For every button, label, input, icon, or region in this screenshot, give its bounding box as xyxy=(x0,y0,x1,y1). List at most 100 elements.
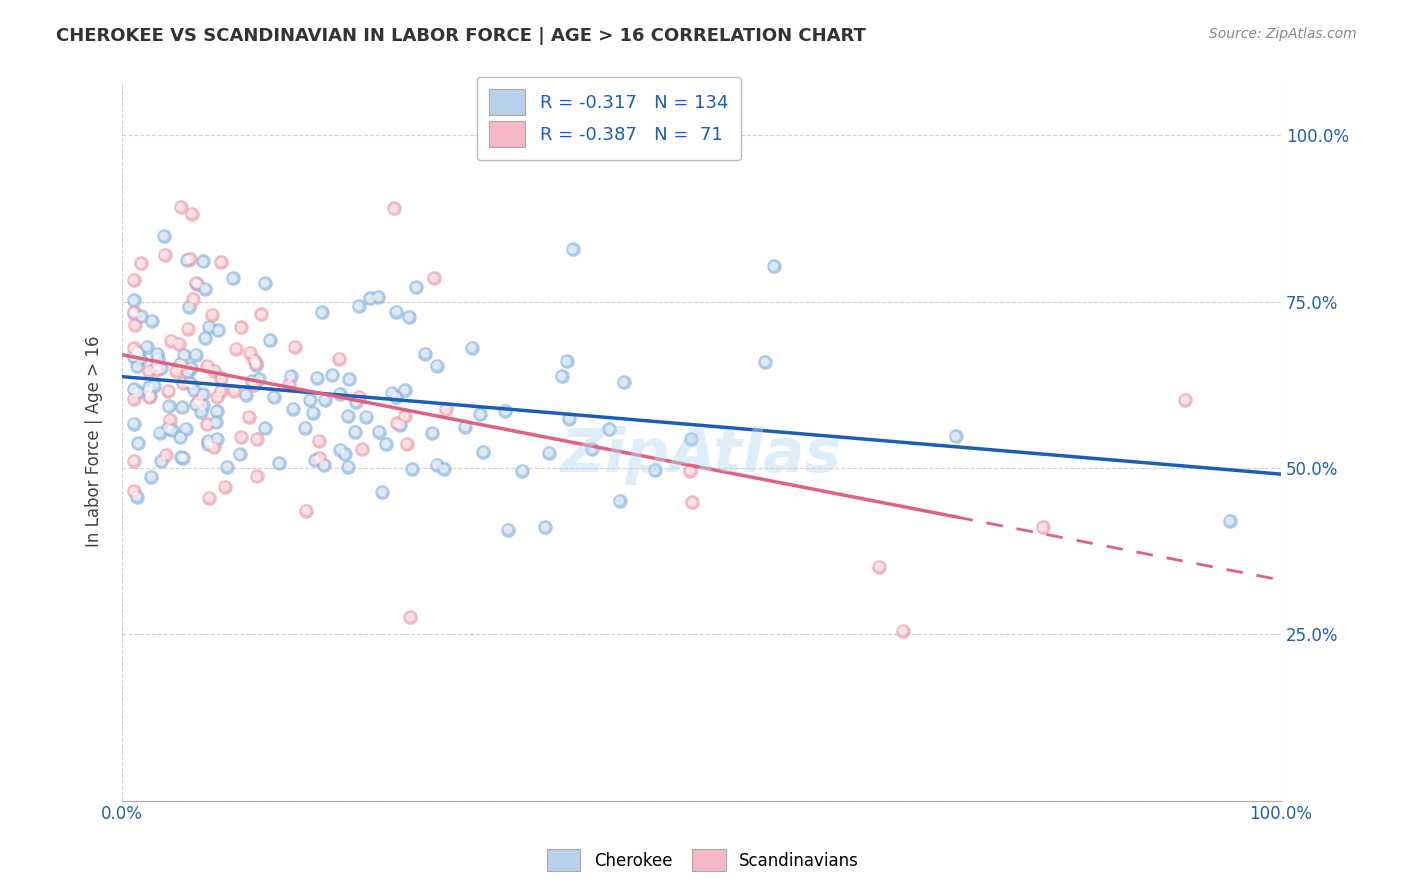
Point xyxy=(246,469,269,483)
Point xyxy=(278,377,301,392)
Point xyxy=(180,207,202,221)
Point xyxy=(454,419,477,434)
Point xyxy=(283,401,305,416)
Point xyxy=(157,400,180,414)
Point xyxy=(231,430,253,444)
Point xyxy=(180,360,202,375)
Point xyxy=(561,243,583,257)
Point xyxy=(294,420,316,434)
Point xyxy=(754,355,776,369)
Point xyxy=(177,300,200,314)
Point xyxy=(644,463,666,477)
Text: ZipAtlas: ZipAtlas xyxy=(561,426,842,485)
Point xyxy=(177,321,200,335)
Point xyxy=(156,421,179,435)
Point xyxy=(177,321,200,335)
Point xyxy=(356,409,378,424)
Point xyxy=(426,359,449,373)
Point xyxy=(186,277,208,291)
Point xyxy=(239,345,262,359)
Point xyxy=(207,323,229,337)
Point xyxy=(217,459,239,474)
Point xyxy=(209,371,232,385)
Point xyxy=(176,253,198,268)
Point xyxy=(240,374,263,388)
Point xyxy=(153,248,176,262)
Point xyxy=(385,390,408,404)
Point xyxy=(222,271,245,285)
Point xyxy=(394,409,416,424)
Point xyxy=(179,252,201,266)
Point xyxy=(146,363,169,377)
Point xyxy=(679,464,702,478)
Point xyxy=(145,359,167,373)
Point xyxy=(434,402,457,417)
Point xyxy=(253,421,276,435)
Point xyxy=(561,243,583,257)
Point xyxy=(160,334,183,348)
Point xyxy=(209,255,232,269)
Point xyxy=(141,469,163,483)
Point xyxy=(205,404,228,418)
Point xyxy=(191,398,214,412)
Point xyxy=(222,271,245,285)
Point xyxy=(314,392,336,407)
Point xyxy=(347,299,370,313)
Point xyxy=(328,351,350,366)
Point xyxy=(197,437,219,451)
Point xyxy=(385,417,408,431)
Point xyxy=(122,273,145,287)
Legend: Cherokee, Scandinavians: Cherokee, Scandinavians xyxy=(538,841,868,880)
Point xyxy=(308,434,330,448)
Point xyxy=(613,375,636,389)
Point xyxy=(302,406,325,420)
Point xyxy=(204,415,226,429)
Point xyxy=(312,458,335,472)
Point xyxy=(581,442,603,456)
Point xyxy=(172,401,194,415)
Point xyxy=(468,408,491,422)
Point xyxy=(122,273,145,287)
Point xyxy=(180,207,202,221)
Point xyxy=(129,310,152,324)
Point xyxy=(180,376,202,391)
Point xyxy=(198,319,221,334)
Point xyxy=(214,480,236,494)
Point xyxy=(337,372,360,386)
Point xyxy=(374,437,396,451)
Point xyxy=(304,453,326,467)
Point xyxy=(422,425,444,440)
Point xyxy=(146,346,169,360)
Point xyxy=(177,365,200,379)
Point xyxy=(359,292,381,306)
Point xyxy=(299,392,322,407)
Point xyxy=(125,344,148,359)
Point xyxy=(122,417,145,431)
Point xyxy=(337,372,360,386)
Point xyxy=(239,345,262,359)
Point xyxy=(191,254,214,268)
Point xyxy=(278,377,301,392)
Point xyxy=(382,202,405,216)
Point xyxy=(352,442,374,457)
Point xyxy=(136,384,159,398)
Point xyxy=(472,445,495,459)
Point xyxy=(405,280,427,294)
Point xyxy=(329,442,352,457)
Point xyxy=(1174,392,1197,407)
Point xyxy=(495,404,517,418)
Point xyxy=(197,417,219,432)
Point xyxy=(1032,520,1054,534)
Point xyxy=(122,342,145,356)
Point xyxy=(263,390,285,404)
Point xyxy=(169,200,191,214)
Point xyxy=(122,293,145,308)
Point xyxy=(122,350,145,364)
Point xyxy=(136,384,159,398)
Point xyxy=(129,256,152,270)
Point xyxy=(138,390,160,404)
Point xyxy=(197,417,219,432)
Point xyxy=(472,445,495,459)
Point xyxy=(401,462,423,476)
Point xyxy=(153,248,176,262)
